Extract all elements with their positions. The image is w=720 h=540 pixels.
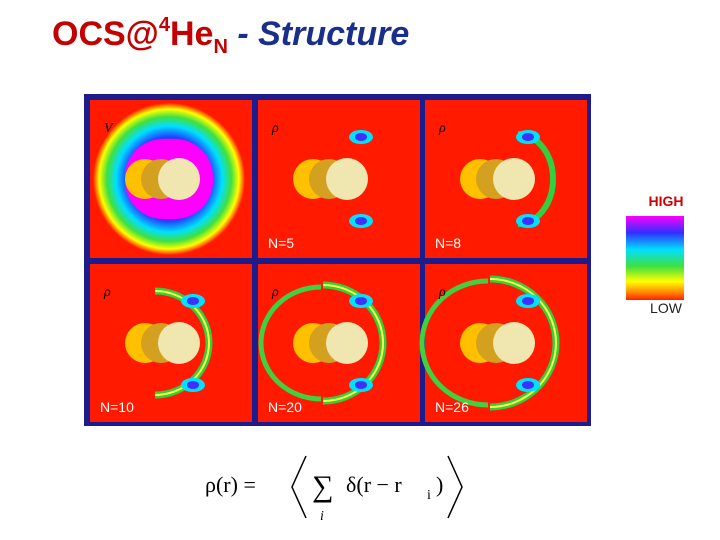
formula: ρ(r) = ∑ i δ(r − r i )	[205, 455, 463, 524]
title-element: He	[169, 15, 214, 53]
panel-label: N=10	[100, 399, 134, 415]
density-lobe-core	[355, 217, 367, 225]
formula-lhs: ρ(r) =	[205, 472, 256, 497]
rangle	[447, 455, 463, 519]
panel-symbol: ρ	[438, 285, 446, 300]
formula-close: )	[436, 472, 443, 497]
title-main: OCS@	[52, 15, 159, 53]
formula-sum: ∑	[312, 470, 333, 503]
atom-s	[493, 322, 535, 364]
density-lobe-core	[522, 297, 534, 305]
density-lobe-core	[522, 133, 534, 141]
density-ring-left	[258, 284, 322, 402]
density-lobe-core	[187, 381, 199, 389]
panel-symbol: ρ	[271, 121, 279, 136]
panel-symbol: V	[104, 121, 114, 136]
density-lobe-core	[187, 297, 199, 305]
atom-s	[326, 322, 368, 364]
density-lobe-core	[355, 133, 367, 141]
atom-s	[158, 322, 200, 364]
formula-index: i	[320, 509, 324, 524]
panel-symbol: ρ	[103, 285, 111, 300]
colorbar-high: HIGH	[649, 193, 684, 209]
density-ring-inner	[322, 284, 384, 402]
panel-symbol: ρ	[271, 285, 279, 300]
colorbar-low: LOW	[650, 300, 683, 316]
panel-label: N=8	[435, 235, 461, 251]
density-lobe-core	[355, 297, 367, 305]
panel-label: N=26	[435, 399, 469, 415]
density-lobe-core	[522, 217, 534, 225]
atom-s	[158, 158, 200, 200]
density-ring-inner	[154, 290, 210, 396]
density-ring-left	[419, 278, 489, 408]
panel-symbol: ρ	[438, 121, 446, 136]
formula-sub: i	[427, 488, 431, 503]
density-ring-inner	[489, 278, 557, 408]
panel-label: N=20	[268, 399, 302, 415]
slide-title: OCS@4HeN - Structure	[52, 14, 409, 59]
title-sup: 4	[158, 14, 170, 36]
langle	[291, 455, 307, 519]
title-subtitle: Structure	[258, 15, 410, 53]
panel-label: N=5	[268, 235, 294, 251]
atom-s	[493, 158, 535, 200]
atom-s	[326, 158, 368, 200]
formula-term: δ(r − r	[346, 472, 402, 497]
density-lobe-core	[522, 381, 534, 389]
color-bar	[626, 216, 684, 300]
title-dash: -	[237, 15, 249, 53]
density-lobe-core	[355, 381, 367, 389]
title-sub: N	[213, 36, 228, 58]
